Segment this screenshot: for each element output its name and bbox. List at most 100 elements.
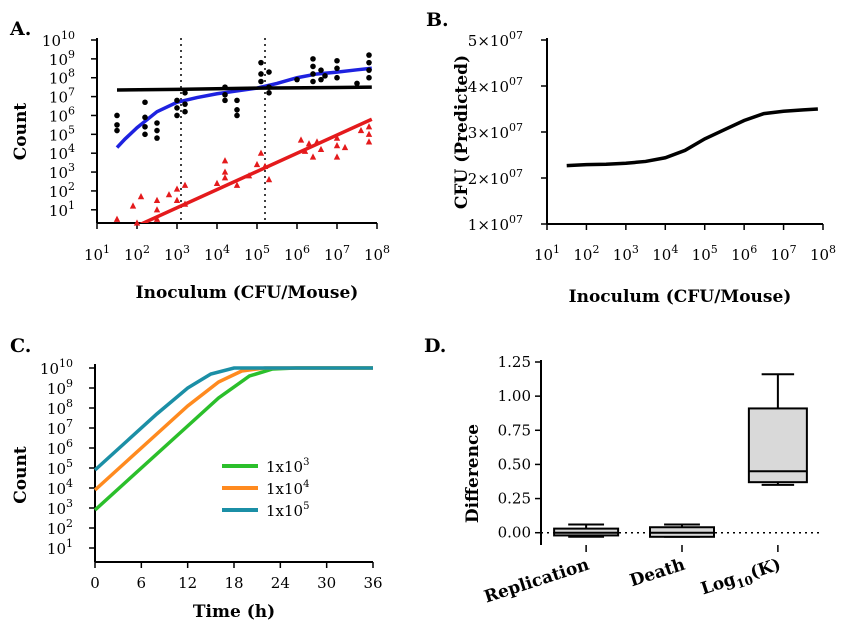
x-tick-label: 107 (324, 243, 350, 264)
y-tick-label: 102 (47, 517, 73, 538)
x-tick-label: 105 (244, 243, 270, 264)
y-axis-title: CFU (Predicted) (452, 55, 472, 209)
data-point (297, 136, 305, 143)
y-axis-title: Count (11, 446, 31, 504)
data-point (142, 114, 148, 121)
data-point (154, 120, 160, 126)
data-point (222, 97, 228, 104)
panel-label: B. (426, 9, 449, 31)
y-tick-label: 105 (47, 457, 73, 478)
data-point (173, 196, 181, 203)
y-tick-label: 5×1007 (468, 29, 523, 50)
x-tick-label: 108 (364, 243, 390, 264)
y-tick-label: 102 (49, 180, 75, 201)
data-point (165, 191, 173, 198)
fit-line (139, 117, 373, 223)
y-tick-label: 0.25 (498, 490, 531, 508)
panel-c: C.0 6 12 18 24 30 3610110210310410510610710810… (10, 335, 383, 622)
series-line (566, 107, 818, 168)
data-point (173, 185, 181, 192)
legend-label: 1x104 (266, 479, 309, 498)
y-tick-label: 1010 (42, 29, 75, 50)
x-tick-label: 104 (204, 243, 230, 264)
panel-a: A.101 102 103 104 105 106 107 10810110210310410… (9, 18, 390, 303)
data-point (309, 153, 317, 160)
panel-label: C. (10, 335, 31, 357)
y-tick-label: 107 (47, 417, 73, 438)
data-point (174, 105, 180, 111)
data-point (142, 99, 148, 106)
category-label: Log10(K) (699, 555, 785, 602)
data-point (221, 168, 229, 175)
y-tick-label: 107 (49, 86, 75, 107)
data-point (365, 123, 373, 130)
data-point (334, 65, 340, 72)
data-point (365, 138, 373, 145)
x-tick-label: 106 (731, 243, 757, 264)
data-point (257, 149, 265, 156)
data-point (258, 78, 264, 85)
y-tick-label: 105 (49, 123, 75, 144)
data-point (233, 181, 241, 188)
data-point (261, 162, 269, 170)
x-tick-label: 108 (810, 243, 836, 264)
data-point (357, 126, 365, 134)
data-point (294, 76, 300, 83)
x-tick-label: 12 (178, 574, 197, 592)
data-point (333, 153, 341, 160)
data-point (313, 138, 321, 145)
data-point (114, 127, 120, 134)
y-axis-title: Difference (463, 424, 483, 523)
y-tick-label: 108 (49, 67, 75, 88)
x-axis-title: Inoculum (CFU/Mouse) (136, 283, 359, 303)
data-point (221, 174, 229, 181)
x-axis-title: Time (h) (193, 602, 275, 622)
data-point (322, 73, 328, 79)
series-line (93, 366, 373, 472)
x-tick-label: 6 (137, 574, 147, 592)
data-point (114, 122, 120, 128)
x-tick-label: 18 (224, 574, 243, 592)
x-tick-label: 103 (613, 243, 639, 264)
data-point (221, 157, 229, 164)
data-point (366, 52, 372, 58)
data-point (153, 206, 161, 213)
y-tick-label: 0.75 (498, 421, 531, 439)
data-point (154, 135, 160, 141)
fit-line (116, 85, 372, 92)
data-point (181, 200, 189, 207)
data-point (334, 57, 340, 64)
data-point (265, 176, 273, 183)
data-point (305, 140, 313, 147)
data-point (333, 142, 341, 149)
y-tick-label: 109 (49, 48, 75, 69)
data-point (154, 127, 160, 134)
data-point (174, 112, 180, 119)
legend-label: 1x103 (266, 457, 309, 476)
data-point (182, 90, 188, 96)
data-point (365, 130, 373, 137)
data-point (114, 112, 120, 119)
data-point (366, 67, 372, 73)
panel-label: D. (424, 335, 446, 357)
x-tick-label: 0 (90, 574, 100, 592)
y-tick-label: 108 (47, 397, 73, 418)
data-point (354, 80, 360, 87)
data-point (234, 107, 240, 113)
data-point (234, 97, 240, 104)
data-point (310, 63, 316, 70)
data-point (318, 67, 324, 73)
x-tick-label: 101 (84, 243, 110, 264)
data-point (341, 143, 349, 151)
panel-label: A. (9, 18, 31, 40)
panel-d: D. 0.00 0.25 0.50 0.75 1.00 1.25 Replication Dea… (424, 335, 823, 607)
data-point (245, 172, 253, 179)
data-point (153, 215, 161, 222)
data-point (222, 84, 228, 90)
y-tick-label: 104 (47, 477, 73, 498)
x-tick-label: 102 (573, 243, 599, 264)
data-point (133, 219, 141, 226)
data-point (142, 123, 148, 130)
data-point (222, 91, 228, 98)
y-tick-label: 103 (49, 161, 75, 182)
